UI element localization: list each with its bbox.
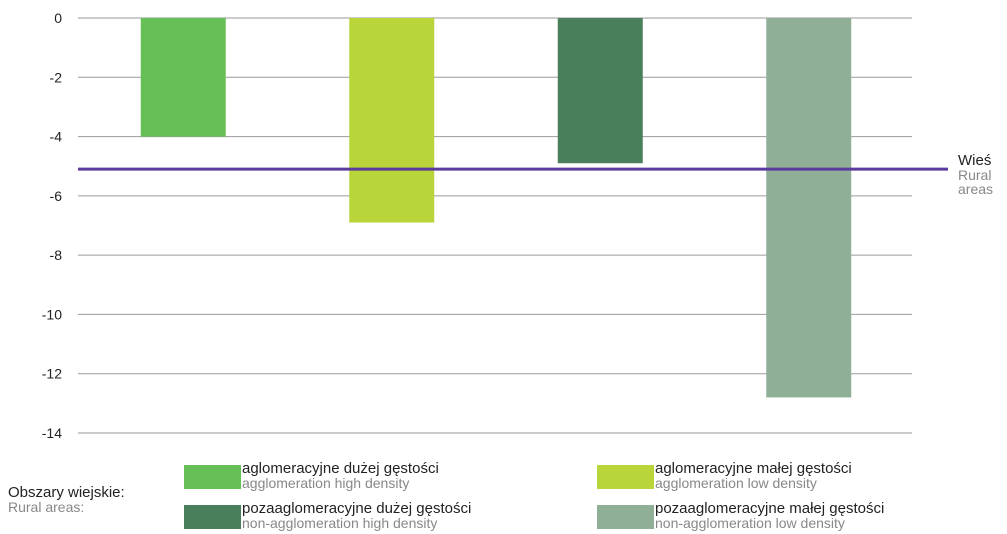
legend-label: aglomeracyjne dużej gęstości agglomerati… xyxy=(242,460,439,491)
legend-label-pl: aglomeracyjne dużej gęstości xyxy=(242,460,439,477)
y-tick-label: -4 xyxy=(50,129,63,145)
bar xyxy=(557,18,643,164)
y-tick-label: -8 xyxy=(50,247,63,263)
reference-label-en-2: areas xyxy=(958,181,993,197)
legend-label: aglomeracyjne małej gęstości agglomerati… xyxy=(655,460,852,491)
legend-label-pl: pozaaglomeracyjne dużej gęstości xyxy=(242,500,472,517)
legend-label-en: agglomeration high density xyxy=(242,475,410,491)
legend-label: pozaaglomeracyjne dużej gęstości non-agg… xyxy=(242,500,472,531)
y-tick-label: -6 xyxy=(50,188,63,204)
y-tick-label: 0 xyxy=(54,10,62,26)
legend-swatch xyxy=(597,505,654,529)
legend-title-en: Rural areas: xyxy=(8,499,85,515)
legend-swatch xyxy=(184,465,241,489)
reference-line-group: Wieś Rural areas xyxy=(78,152,993,197)
legend-swatch xyxy=(597,465,654,489)
legend-title: Obszary wiejskie: Rural areas: xyxy=(8,485,125,515)
bar xyxy=(349,18,435,223)
reference-label-en-1: Rural xyxy=(958,167,991,183)
legend-label: pozaaglomeracyjne małej gęstości non-agg… xyxy=(655,500,885,531)
bar xyxy=(766,18,852,398)
y-tick-label: -14 xyxy=(42,425,62,441)
bar-chart: 0 -2 -4 -6 -8 -10 -12 -14 Wieś Rural areas xyxy=(42,10,993,441)
reference-label: Wieś xyxy=(958,152,991,169)
y-axis-ticks: 0 -2 -4 -6 -8 -10 -12 -14 xyxy=(42,10,62,441)
y-tick-label: -10 xyxy=(42,306,62,322)
y-tick-label: -12 xyxy=(42,366,62,382)
legend-label-en: non-agglomeration low density xyxy=(655,515,845,531)
y-tick-label: -2 xyxy=(50,69,63,85)
bar xyxy=(140,18,226,137)
bars xyxy=(140,18,852,398)
legend-label-en: non-agglomeration high density xyxy=(242,515,438,531)
legend-label-pl: aglomeracyjne małej gęstości xyxy=(655,460,852,477)
legend-swatch xyxy=(184,505,241,529)
legend-title-pl: Obszary wiejskie: xyxy=(8,484,125,501)
legend-label-en: agglomeration low density xyxy=(655,475,817,491)
legend-label-pl: pozaaglomeracyjne małej gęstości xyxy=(655,500,885,517)
